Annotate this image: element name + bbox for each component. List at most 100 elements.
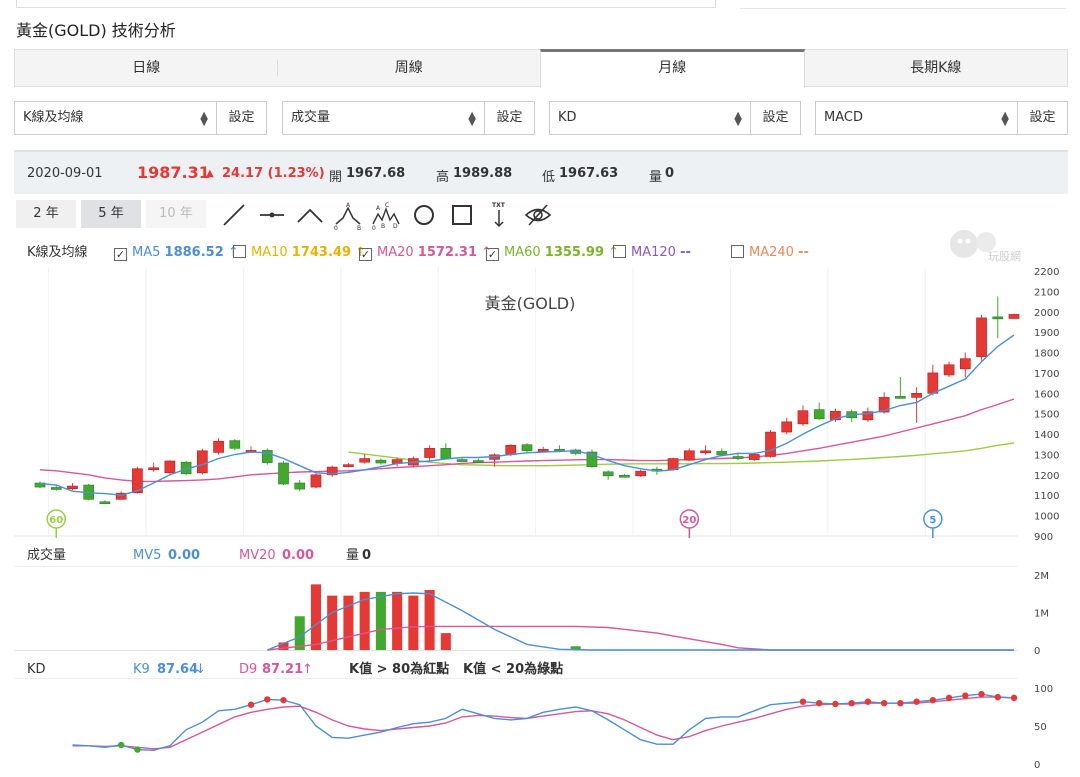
rectangle-tool-icon[interactable] [447,200,477,230]
y-tick-label: 1000 [1034,512,1059,523]
peak-tool-icon[interactable] [295,200,325,230]
candle-body [278,462,289,485]
candle-body [67,485,78,490]
candle-body [472,460,484,463]
kd-chart[interactable]: 100 50 0 [0,678,1080,777]
ma60-checkbox[interactable]: ✓ [486,248,499,261]
ma60-legend[interactable]: ✓ MA60 1355.99 ↑ [486,244,619,262]
candle-body [602,471,614,477]
volume-bar [375,591,386,650]
tab-monthly[interactable]: 月線 [540,49,805,88]
ma120-value: -- [680,245,691,260]
ma20-checkbox[interactable]: ✓ [359,248,372,261]
k9-name: K9 [133,662,150,677]
candle-body [424,448,435,458]
volume-bar [359,591,370,650]
candle-body [1008,314,1020,319]
ma5-line [39,334,1015,496]
volume-legend-label: 成交量 [27,548,67,563]
y-tick-label: 2200 [1034,267,1059,278]
ma20-legend[interactable]: ✓ MA20 1572.31 ↑ [359,244,492,262]
select-arrow-icon: ▲ ▼ [468,110,476,128]
k9-arrow-icon: ↓ [195,662,206,677]
hide-eye-icon[interactable] [523,200,553,230]
volume-settings-button[interactable]: 設定 [485,101,535,135]
period-2y-button[interactable]: 2 年 [16,200,76,228]
macd-select[interactable]: MACD ▲ ▼ [815,101,1018,135]
abcde-wave-tool-icon[interactable]: A C B D 0 [371,200,401,230]
y-tick-label: 1500 [1034,410,1059,421]
y-tick-label: 1400 [1034,430,1059,441]
vol-name: 量 [346,548,360,563]
tab-long-term[interactable]: 長期K線 [910,60,962,76]
mv5-value: 0.00 [168,548,201,563]
ma120-checkbox[interactable] [613,245,626,258]
d9-path [72,696,1015,750]
candle-body [684,450,695,461]
candle-body [781,421,793,433]
marker-label: 20 [682,515,696,526]
price-y-axis: 2200 2100 2000 1900 1800 1700 1600 1500 1400 1300… [1034,267,1059,542]
line-tool-icon[interactable] [219,200,249,230]
candle-body [635,470,646,477]
candlestick-chart[interactable]: 黃金(GOLD) 2200 2100 2000 1900 1800 1700 1600 150… [0,262,1080,542]
kd-red-dot [913,698,920,705]
k-line-select[interactable]: K線及均線 ▲ ▼ [14,101,217,135]
candle-body [700,450,711,454]
kd-legend-label: KD [27,662,46,677]
kd-select[interactable]: KD ▲ ▼ [549,101,751,135]
volume-chart[interactable]: 2M 1M 0 [0,566,1080,658]
macd-settings-button[interactable]: 設定 [1018,101,1068,135]
k-line-settings-button[interactable]: 設定 [217,101,267,135]
candle-body [748,454,760,460]
volume-select[interactable]: 成交量 ▲ ▼ [282,101,485,135]
ma10-legend[interactable]: MA10 1743.49 ↑ [233,244,366,262]
kd-lines [72,693,1015,752]
text-tool-icon[interactable]: TXT [484,200,514,230]
ma240-legend[interactable]: MA240 -- [731,244,809,262]
indicator-selectors: K線及均線 ▲ ▼ 設定 成交量 ▲ ▼ 設定 KD ▲ ▼ 設定 MACD ▲ ▼ 設定 [14,101,1068,135]
selector-group-k: K線及均線 ▲ ▼ 設定 [14,101,267,135]
candle-body [927,372,939,394]
kd-legend: KD K9 87.64 ↓ D9 87.21 ↑ K值 > 80為紅點 K值 <… [14,661,714,679]
candle-body [99,501,111,505]
ma120-legend[interactable]: MA120 -- [613,244,691,262]
kd-green-dot [117,741,125,749]
ma240-checkbox[interactable] [731,245,744,258]
horizontal-line-tool-icon[interactable] [257,200,287,230]
volume-bar [310,584,321,650]
ma10-checkbox[interactable] [233,245,246,258]
ma60-name: MA60 [504,245,541,260]
candle-body [115,492,127,500]
ma5-legend[interactable]: ✓ MA5 1886.52 ↑ [114,244,239,262]
period-5y-button[interactable]: 5 年 [81,200,141,228]
info-change: 24.17 (1.23%) [222,166,325,181]
selector-group-kd: KD ▲ ▼ 設定 [549,101,801,135]
main-chart-grid [14,267,1018,537]
kd-settings-button[interactable]: 設定 [751,101,801,135]
circle-tool-icon[interactable] [409,200,439,230]
candle-body [521,444,533,452]
volume-bar [327,595,338,650]
abc-wave-tool-icon[interactable]: A 0 B [333,200,363,230]
kd-select-value: KD [558,110,577,125]
info-low-label: 低 [542,170,556,185]
tab-daily[interactable]: 日線 [15,50,278,86]
kd-green-dot [134,746,141,753]
ma20-path [39,398,1015,483]
info-open-label: 開 [329,170,343,185]
tab-weekly[interactable]: 周線 [394,60,423,76]
candle-body [765,431,776,457]
y-tick-label: 2100 [1034,287,1059,298]
macd-select-value: MACD [824,110,863,125]
marker-circle [923,509,943,529]
period-10y-button[interactable]: 10 年 [146,200,206,228]
volume-y-axis: 2M 1M 0 [1034,571,1049,657]
info-low: 1967.63 [559,166,619,181]
tool-label-txt: TXT [492,202,506,209]
ma5-checkbox[interactable]: ✓ [114,248,127,261]
candle-body [326,466,338,476]
volume-grid [14,566,1018,651]
volume-bar [424,590,435,650]
